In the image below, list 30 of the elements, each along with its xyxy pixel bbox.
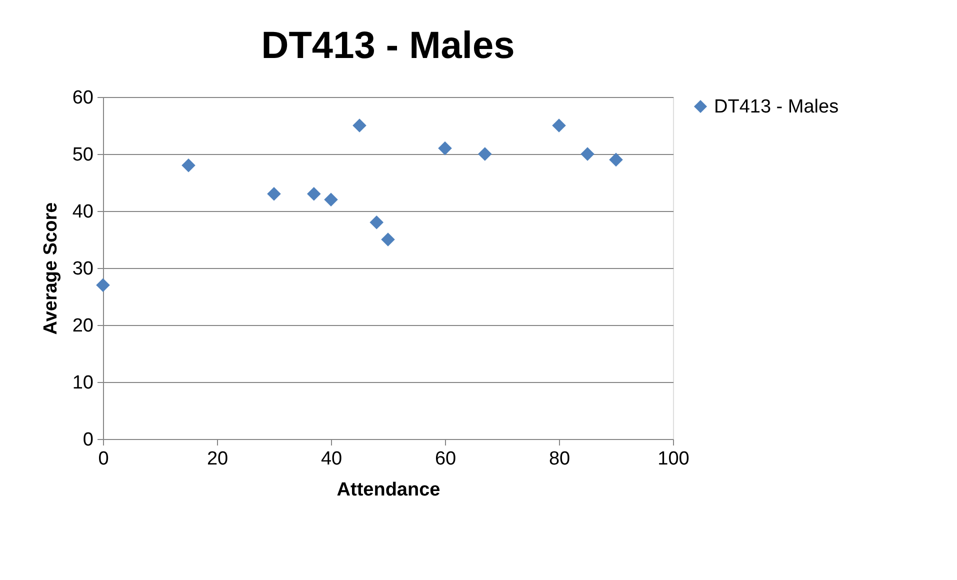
chart-title: DT413 - Males: [261, 25, 515, 67]
point: [438, 141, 452, 156]
x-axis-title: Attendance: [336, 480, 440, 500]
x-tick-label: 80: [548, 448, 570, 470]
point: [96, 278, 110, 292]
point: [352, 118, 366, 132]
point: [552, 118, 566, 132]
point: [478, 147, 492, 161]
x-tick-label: 20: [206, 448, 228, 470]
x-tick-label: 60: [434, 448, 456, 470]
y-tick-label: 20: [72, 316, 94, 336]
point: [609, 152, 623, 167]
y-tick-label: 0: [82, 430, 94, 450]
x-tick-label: 0: [98, 448, 109, 470]
y-tick-label: 40: [72, 202, 94, 222]
point: [267, 187, 281, 201]
y-tick-label: 50: [72, 144, 94, 166]
point: [580, 147, 594, 161]
x-tick-label: 40: [320, 448, 342, 470]
y-tick-label: 30: [72, 258, 94, 280]
y-axis-title: Average Score: [40, 202, 62, 335]
point: [182, 158, 196, 172]
y-tick-label: 60: [72, 88, 94, 108]
legend-label: DT413 - Males: [714, 96, 839, 118]
point: [370, 216, 384, 230]
point: [381, 232, 395, 246]
point: [324, 192, 338, 206]
y-tick-label: 10: [72, 372, 94, 394]
x-tick-label: 100: [658, 448, 690, 470]
point: [307, 187, 321, 201]
